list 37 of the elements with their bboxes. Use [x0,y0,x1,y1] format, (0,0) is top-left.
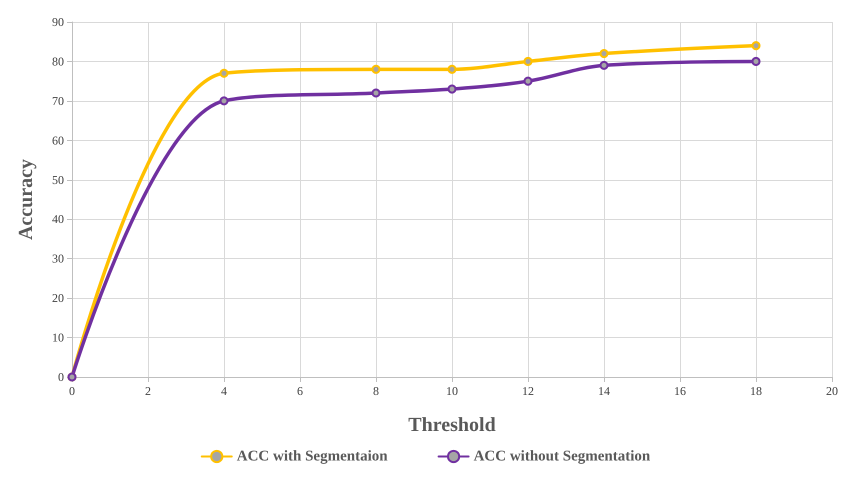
point [600,49,608,58]
point [448,64,456,74]
point [448,84,456,94]
x-tick-label: 16 [674,384,686,398]
point [752,56,760,66]
y-tick-label: 90 [52,15,64,29]
y-tick-label: 50 [52,172,64,187]
x-tick-label: 8 [373,384,379,398]
y-tick-label: 60 [52,133,64,148]
point [752,41,760,50]
y-tick-label: 80 [52,54,64,68]
y-tick-label: 0 [58,370,64,384]
y-tick-label: 70 [52,94,64,108]
x-tick-label: 10 [446,384,458,398]
x-tick-label: 20 [826,384,838,398]
x-tick-label: 18 [750,384,762,398]
x-tick-label: 2 [145,384,151,398]
y-tick-label: 40 [52,212,64,226]
point [372,88,380,98]
x-axis-title: Threshold [408,414,496,436]
legend-label: ACC without Segmentation [474,448,651,464]
x-tick-label: 14 [598,384,610,398]
y-tick-label: 30 [52,252,64,266]
point [220,96,228,106]
point [524,56,532,66]
legend-label: ACC with Segmentaion [236,448,388,464]
x-tick-label: 6 [297,384,303,398]
x-tick-label: 0 [69,384,75,398]
y-tick-label: 10 [52,330,64,345]
x-tick-label: 12 [522,384,534,398]
point [524,76,532,86]
point [220,68,228,78]
y-tick-label: 20 [52,291,64,306]
point [600,60,608,70]
y-axis-title: Accuracy [15,158,37,240]
x-tick-label: 4 [221,384,227,398]
point [372,64,380,74]
